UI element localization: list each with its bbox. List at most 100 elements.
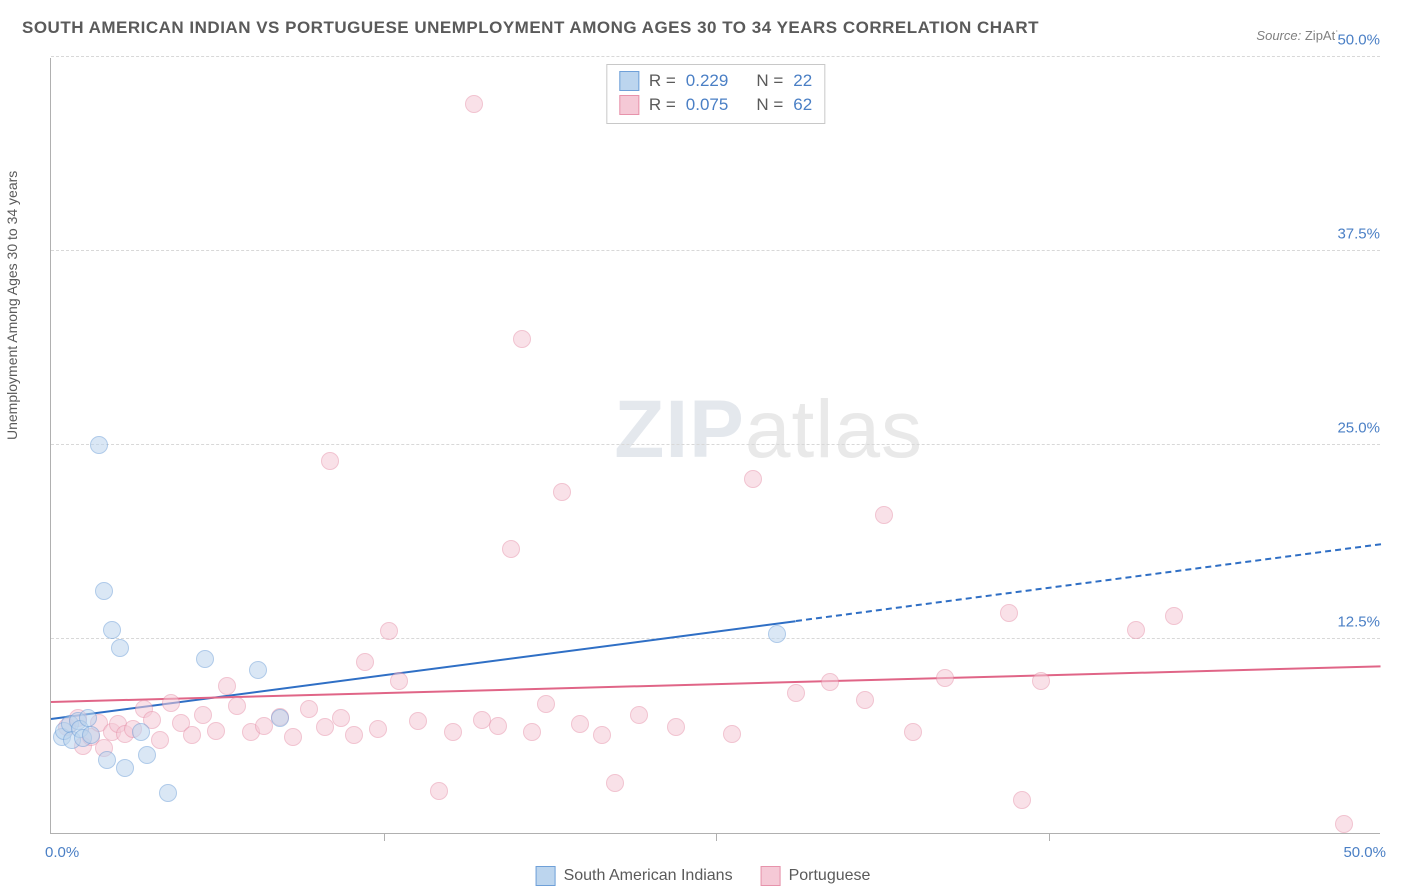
- legend-item: South American Indians: [536, 866, 733, 886]
- data-point: [79, 709, 97, 727]
- data-point: [132, 723, 150, 741]
- n-label: N =: [756, 93, 783, 117]
- data-point: [98, 751, 116, 769]
- data-point: [444, 723, 462, 741]
- gridline-h: [51, 638, 1380, 639]
- source-label: Source:: [1256, 28, 1301, 43]
- data-point: [409, 712, 427, 730]
- data-point: [1032, 672, 1050, 690]
- data-point: [271, 709, 289, 727]
- data-point: [300, 700, 318, 718]
- y-axis-label: Unemployment Among Ages 30 to 34 years: [4, 171, 20, 440]
- data-point: [1165, 607, 1183, 625]
- data-point: [936, 669, 954, 687]
- data-point: [723, 725, 741, 743]
- data-point: [196, 650, 214, 668]
- watermark: ZIPatlas: [614, 383, 923, 477]
- data-point: [571, 715, 589, 733]
- data-point: [218, 677, 236, 695]
- n-value: 22: [793, 69, 812, 93]
- data-point: [606, 774, 624, 792]
- series-swatch: [619, 95, 639, 115]
- watermark-atlas: atlas: [745, 384, 923, 475]
- series-legend: South American Indians Portuguese: [536, 866, 871, 886]
- y-tick-label: 25.0%: [1335, 420, 1382, 437]
- x-tick: [384, 833, 385, 841]
- data-point: [162, 694, 180, 712]
- x-tick: [1049, 833, 1050, 841]
- data-point: [332, 709, 350, 727]
- legend-label: Portuguese: [789, 867, 871, 885]
- data-point: [667, 718, 685, 736]
- data-point: [95, 582, 113, 600]
- correlation-stats-box: R = 0.229 N = 22 R = 0.075 N = 62: [606, 64, 825, 124]
- r-label: R =: [649, 93, 676, 117]
- data-point: [465, 95, 483, 113]
- legend-swatch: [536, 866, 556, 886]
- data-point: [82, 726, 100, 744]
- r-value: 0.075: [686, 93, 729, 117]
- x-tick: [716, 833, 717, 841]
- watermark-zip: ZIP: [614, 384, 745, 475]
- data-point: [316, 718, 334, 736]
- data-point: [768, 625, 786, 643]
- data-point: [90, 436, 108, 454]
- data-point: [553, 483, 571, 501]
- data-point: [821, 673, 839, 691]
- data-point: [489, 717, 507, 735]
- data-point: [502, 540, 520, 558]
- data-point: [1000, 604, 1018, 622]
- data-point: [369, 720, 387, 738]
- n-label: N =: [756, 69, 783, 93]
- r-label: R =: [649, 69, 676, 93]
- data-point: [284, 728, 302, 746]
- data-point: [856, 691, 874, 709]
- data-point: [904, 723, 922, 741]
- r-value: 0.229: [686, 69, 729, 93]
- data-point: [159, 784, 177, 802]
- series-swatch: [619, 71, 639, 91]
- data-point: [356, 653, 374, 671]
- data-point: [228, 697, 246, 715]
- trend-line: [796, 543, 1381, 622]
- data-point: [380, 622, 398, 640]
- data-point: [537, 695, 555, 713]
- gridline-h: [51, 250, 1380, 251]
- x-tick-label-max: 50.0%: [1343, 844, 1386, 861]
- y-tick-label: 37.5%: [1335, 226, 1382, 243]
- data-point: [249, 661, 267, 679]
- data-point: [1013, 791, 1031, 809]
- data-point: [593, 726, 611, 744]
- n-value: 62: [793, 93, 812, 117]
- data-point: [630, 706, 648, 724]
- y-tick-label: 12.5%: [1335, 614, 1382, 631]
- data-point: [430, 782, 448, 800]
- data-point: [513, 330, 531, 348]
- stats-row: R = 0.229 N = 22: [619, 69, 812, 93]
- data-point: [111, 639, 129, 657]
- data-point: [875, 506, 893, 524]
- gridline-h: [51, 56, 1380, 57]
- gridline-h: [51, 444, 1380, 445]
- data-point: [151, 731, 169, 749]
- legend-swatch: [761, 866, 781, 886]
- y-tick-label: 50.0%: [1335, 32, 1382, 49]
- data-point: [116, 759, 134, 777]
- data-point: [183, 726, 201, 744]
- data-point: [1127, 621, 1145, 639]
- legend-label: South American Indians: [564, 867, 733, 885]
- data-point: [103, 621, 121, 639]
- x-tick-label-min: 0.0%: [45, 844, 79, 861]
- data-point: [1335, 815, 1353, 833]
- data-point: [744, 470, 762, 488]
- data-point: [138, 746, 156, 764]
- data-point: [787, 684, 805, 702]
- legend-item: Portuguese: [761, 866, 871, 886]
- data-point: [523, 723, 541, 741]
- data-point: [390, 672, 408, 690]
- chart-title: SOUTH AMERICAN INDIAN VS PORTUGUESE UNEM…: [22, 18, 1039, 38]
- data-point: [345, 726, 363, 744]
- stats-row: R = 0.075 N = 62: [619, 93, 812, 117]
- data-point: [194, 706, 212, 724]
- data-point: [207, 722, 225, 740]
